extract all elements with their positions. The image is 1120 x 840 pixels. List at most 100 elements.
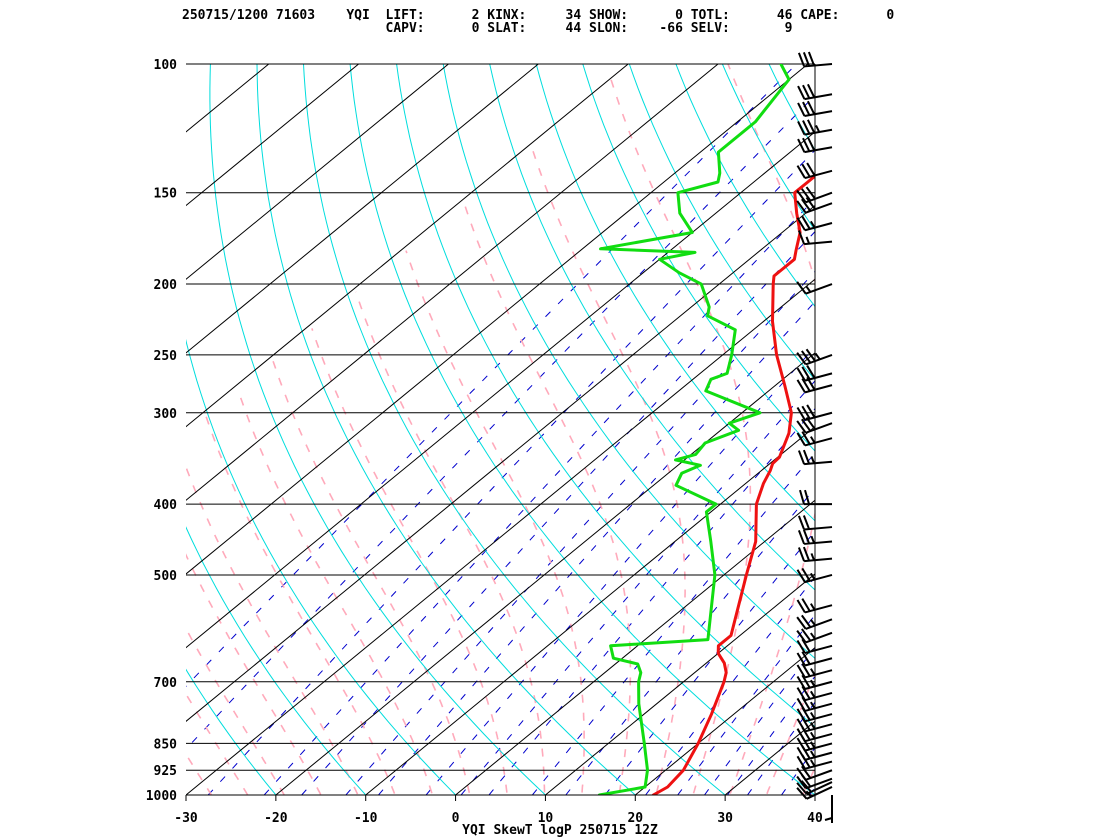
- wind-barb-feather: [802, 529, 811, 544]
- isotherm-line: [186, 64, 719, 501]
- mixing-ratio-line: [809, 786, 815, 795]
- wind-barb-half-feather: [810, 553, 816, 561]
- wind-barb-feather: [796, 420, 807, 434]
- isotherm-line: [545, 573, 815, 795]
- mixing-ratio-line: [378, 300, 815, 795]
- wind-barb-feather: [796, 217, 806, 231]
- isotherm-line: [0, 64, 179, 795]
- mixing-ratio-line: [604, 530, 815, 795]
- wind-barb-feather: [801, 405, 811, 420]
- isotherm-line: [905, 64, 1120, 795]
- wind-barb-feather: [796, 367, 806, 382]
- wind-barb-feather: [801, 418, 812, 432]
- mixing-ratio-line: [186, 94, 815, 750]
- moist-adiabat-line: [0, 602, 77, 810]
- wind-barb-feather: [796, 630, 807, 643]
- mixing-ratio-line: [781, 746, 815, 795]
- wind-barb-half-feather: [810, 632, 816, 640]
- wind-barb-feather: [807, 51, 816, 66]
- dry-adiabat-line: [396, 64, 815, 728]
- dry-adiabats: [186, 64, 1120, 795]
- wind-barb-feather: [804, 489, 810, 505]
- sounding-profiles: [597, 64, 815, 795]
- wind-barb-feather: [801, 198, 812, 212]
- isotherms: [0, 64, 1120, 795]
- wind-barb-feather: [797, 102, 806, 117]
- pressure-tick-label: 850: [154, 737, 178, 752]
- wind-barb-feather: [796, 432, 806, 446]
- wind-barb-half-feather: [810, 750, 816, 758]
- isotherm-line: [724, 720, 815, 795]
- wind-barb-half-feather: [810, 603, 816, 611]
- wind-barb-half-feather: [810, 731, 816, 740]
- mixing-ratio-line: [186, 64, 797, 687]
- isotherm-line: [634, 646, 815, 795]
- wind-barb-half-feather: [805, 285, 812, 293]
- wind-barb-feather: [801, 378, 811, 392]
- mixing-ratio-line: [425, 345, 815, 795]
- temperature-tick-label: -10: [354, 811, 378, 826]
- pressure-tick-label: 1000: [146, 789, 177, 804]
- moist-adiabat-line: [531, 147, 686, 795]
- mixing-ratio-line: [460, 380, 815, 795]
- dry-adiabat-line: [256, 64, 636, 795]
- wind-barb-feather: [806, 404, 816, 418]
- wind-barb-feather: [801, 765, 812, 779]
- moist-adiabat-line: [765, 671, 815, 795]
- wind-barb-feather: [802, 546, 811, 562]
- dry-adiabat-line: [489, 64, 815, 591]
- wind-barb-feather: [796, 569, 806, 583]
- wind-barb-feather: [796, 697, 806, 712]
- isotherm-line: [186, 131, 815, 649]
- wind-barb-feather: [796, 775, 807, 789]
- wind-barb-half-feather: [810, 436, 816, 444]
- wind-barb-feather: [796, 767, 807, 781]
- indices-line-1: 250715/1200 71603 YQI LIFT: 2 KINX: 34 S…: [182, 8, 895, 23]
- wind-barb-feather: [797, 515, 806, 530]
- wind-barb-feather: [796, 165, 806, 179]
- wind-barb-feather: [796, 676, 806, 690]
- dry-adiabat-line: [186, 526, 367, 795]
- isotherm-line: [814, 794, 815, 795]
- dewpoint-profile-line: [597, 64, 791, 795]
- wind-barb-feather: [806, 365, 816, 379]
- wind-barb-feather: [796, 687, 806, 701]
- wind-barb-feather: [801, 163, 811, 178]
- dry-adiabat-line: [909, 64, 1120, 795]
- wind-barb-feather: [796, 599, 806, 613]
- wind-barb-feather: [797, 547, 806, 562]
- wind-barb-feather: [799, 489, 805, 505]
- temperature-tick-label: 30: [717, 811, 733, 826]
- mixing-ratio-line: [345, 270, 815, 795]
- wind-barbs: [796, 51, 833, 823]
- wind-barb-feather: [797, 138, 806, 153]
- wind-barb-feather: [805, 186, 816, 200]
- moist-adiabat-line: [272, 360, 471, 795]
- wind-barb-feather: [802, 137, 811, 152]
- temperature-tick-label: -20: [264, 811, 288, 826]
- moist-adiabat-line: [802, 765, 815, 795]
- moist-adiabat-line: [186, 692, 249, 795]
- wind-barb-half-feather: [810, 618, 816, 627]
- wind-barb-feather: [801, 215, 811, 230]
- pressure-tick-label: 100: [154, 58, 178, 73]
- wind-barb-feather: [801, 674, 811, 689]
- wind-barb-half-feather: [810, 535, 816, 544]
- mixing-ratio-line: [207, 149, 815, 795]
- wind-barb-feather: [796, 787, 808, 800]
- moist-adiabat-line: [311, 328, 508, 795]
- wind-barb-half-feather: [815, 124, 821, 133]
- wind-barb-feather: [802, 515, 811, 530]
- wind-barb-feather: [796, 379, 806, 393]
- moist-adiabats: [0, 64, 815, 810]
- temperature-tick-label: 40: [807, 811, 823, 826]
- isotherm-line: [275, 352, 815, 795]
- isotherm-line: [186, 64, 809, 575]
- dry-adiabat-line: [1095, 64, 1120, 795]
- dry-adiabat-line: [955, 64, 1120, 795]
- dry-adiabat-line: [582, 64, 815, 452]
- mixing-ratio-line: [565, 487, 815, 795]
- mixing-ratio-line: [645, 576, 815, 795]
- isotherm-line: [365, 425, 815, 795]
- moist-adiabat-line: [355, 291, 546, 795]
